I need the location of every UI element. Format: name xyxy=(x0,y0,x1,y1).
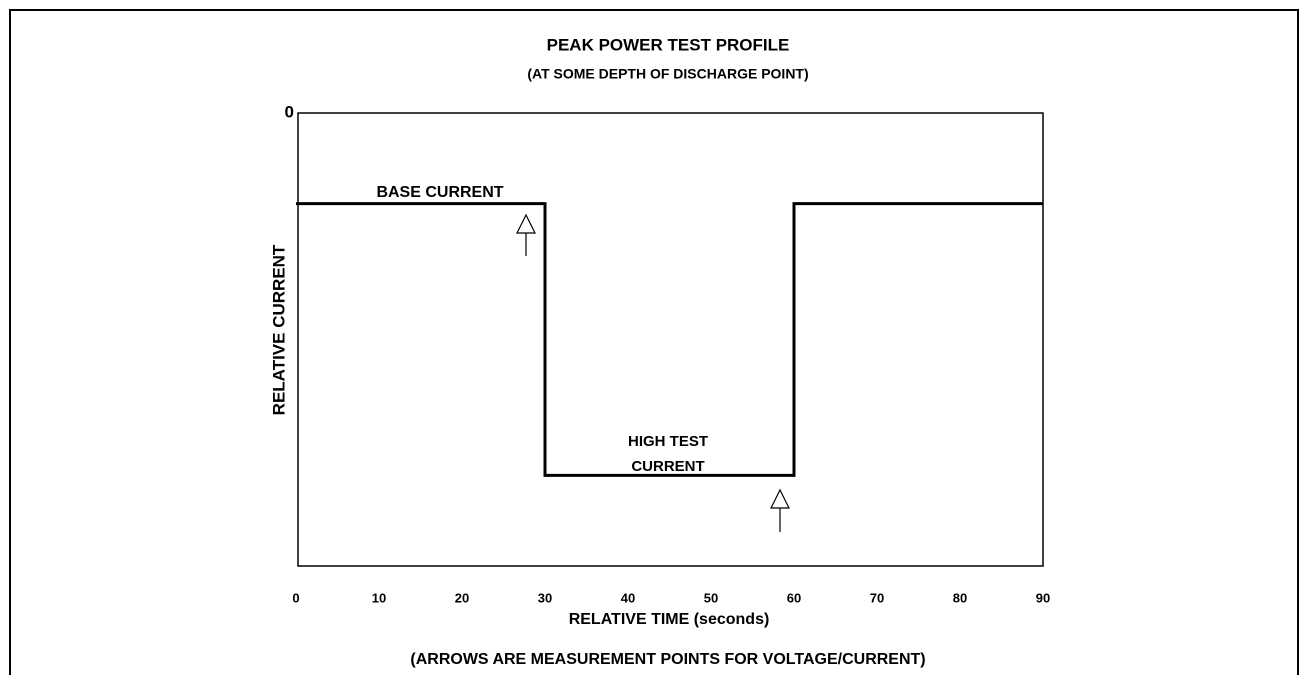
annotation: HIGH TEST xyxy=(628,433,708,450)
note: (ARROWS ARE MEASUREMENT POINTS FOR VOLTA… xyxy=(410,651,925,668)
chart-title: PEAK POWER TEST PROFILE xyxy=(547,35,790,54)
x-tick-label: 30 xyxy=(538,590,552,605)
x-tick-label: 0 xyxy=(292,590,299,605)
x-tick-label: 10 xyxy=(372,590,386,605)
chart-subtitle: (AT SOME DEPTH OF DISCHARGE POINT) xyxy=(527,66,808,82)
x-tick-label: 90 xyxy=(1036,590,1050,605)
x-tick-label: 20 xyxy=(455,590,469,605)
data-line xyxy=(296,202,1043,477)
plot-area xyxy=(297,112,1044,567)
y-tick-label: 0 xyxy=(285,102,294,121)
measurement-arrow xyxy=(770,488,790,532)
x-tick-label: 80 xyxy=(953,590,967,605)
x-tick-label: 60 xyxy=(787,590,801,605)
x-tick-label: 70 xyxy=(870,590,884,605)
x-axis-label: RELATIVE TIME (seconds) xyxy=(569,611,770,628)
x-tick-label: 40 xyxy=(621,590,635,605)
annotation: CURRENT xyxy=(631,458,704,475)
measurement-arrow xyxy=(516,213,536,256)
y-axis-label: RELATIVE CURRENT xyxy=(269,244,288,415)
annotation: BASE CURRENT xyxy=(376,184,503,201)
x-tick-label: 50 xyxy=(704,590,718,605)
frame xyxy=(9,9,1299,675)
